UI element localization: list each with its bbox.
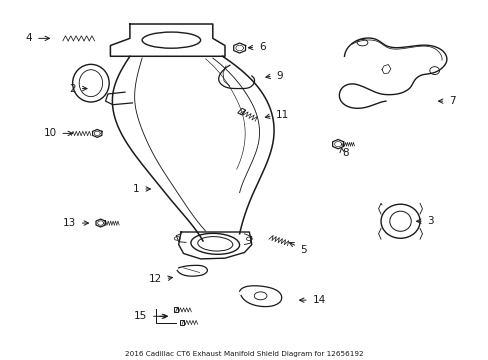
Text: 11: 11 [276, 111, 289, 121]
Text: 4: 4 [26, 33, 32, 43]
Text: 12: 12 [148, 274, 161, 284]
Text: 2: 2 [69, 84, 76, 94]
Text: 8: 8 [341, 148, 348, 158]
Bar [237, 108, 245, 115]
Bar [180, 320, 183, 325]
Text: 9: 9 [276, 71, 282, 81]
Text: 6: 6 [259, 42, 265, 52]
Bar [173, 307, 177, 312]
Text: 10: 10 [43, 129, 57, 138]
Text: 14: 14 [312, 295, 325, 305]
Text: 13: 13 [63, 218, 76, 228]
Text: 5: 5 [300, 245, 306, 255]
Text: 2016 Cadillac CT6 Exhaust Manifold Shield Diagram for 12656192: 2016 Cadillac CT6 Exhaust Manifold Shiel… [125, 351, 363, 357]
Text: 1: 1 [133, 184, 140, 194]
Text: 15: 15 [133, 311, 147, 321]
Text: 7: 7 [448, 96, 455, 106]
Text: 3: 3 [427, 216, 433, 226]
